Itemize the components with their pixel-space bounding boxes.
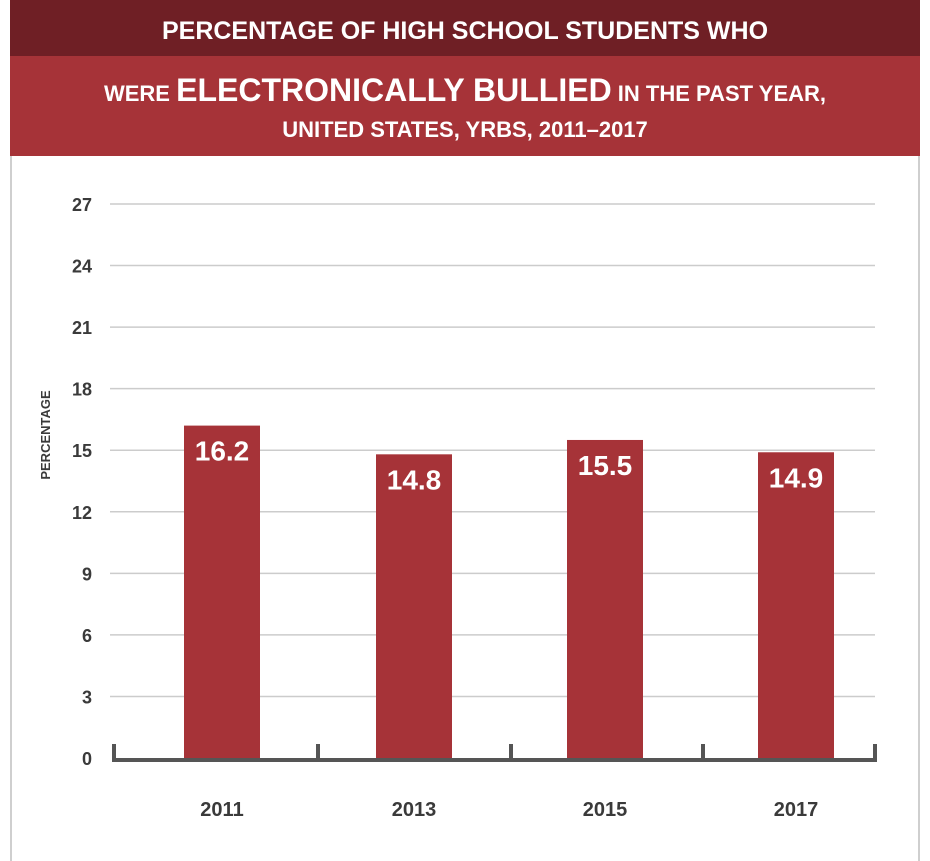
y-tick-label: 15	[72, 441, 92, 461]
gridlines	[110, 203, 875, 698]
bar-chart: 0 3 6 9 12 15 18 21 24 27 PERCENTAGE 16.2 14.8 15.5…	[38, 195, 877, 821]
data-label: 14.8	[387, 464, 442, 495]
bar	[567, 439, 643, 758]
y-tick-label: 27	[72, 195, 92, 215]
y-tick-label: 21	[72, 318, 92, 338]
y-tick-label: 0	[82, 749, 92, 769]
bar	[184, 425, 260, 758]
x-tick-label: 2011	[200, 799, 243, 821]
bar	[758, 452, 834, 758]
x-axis-ticks: 2011 2013 2015 2017	[200, 799, 818, 821]
title-band-main: WERE ELECTRONICALLY BULLIED IN THE PAST …	[10, 56, 920, 156]
y-tick-label: 9	[82, 564, 92, 584]
y-tick-label: 3	[82, 687, 92, 707]
data-label: 14.9	[769, 462, 824, 493]
y-axis-label: PERCENTAGE	[38, 390, 53, 480]
y-tick-label: 24	[72, 257, 92, 277]
x-tick-label: 2015	[583, 799, 628, 821]
chart-frame	[10, 0, 920, 861]
y-tick-label: 6	[82, 626, 92, 646]
x-axis	[112, 744, 877, 762]
title-line-1: PERCENTAGE OF HIGH SCHOOL STUDENTS WHO	[161, 17, 769, 45]
title-line-2-post: IN THE PAST YEAR,	[611, 81, 827, 106]
title-line-2-pre: WERE	[103, 81, 177, 106]
y-tick-label: 18	[72, 380, 92, 400]
y-tick-label: 12	[72, 503, 92, 523]
data-label: 15.5	[578, 450, 633, 481]
title-band-top: PERCENTAGE OF HIGH SCHOOL STUDENTS WHO	[10, 0, 920, 56]
bar	[376, 454, 452, 758]
bars: 16.2 14.8 15.5 14.9	[184, 425, 834, 758]
title-line-3: UNITED STATES, YRBS, 2011–2017	[282, 117, 648, 142]
y-axis-ticks: 0 3 6 9 12 15 18 21 24 27	[72, 195, 92, 769]
data-label: 16.2	[195, 436, 250, 467]
title-emphasis: ELECTRONICALLY BULLIED	[176, 72, 612, 108]
x-tick-label: 2017	[774, 799, 819, 821]
x-tick-label: 2013	[392, 799, 437, 821]
title-line-2: WERE ELECTRONICALLY BULLIED IN THE PAST …	[10, 70, 920, 114]
